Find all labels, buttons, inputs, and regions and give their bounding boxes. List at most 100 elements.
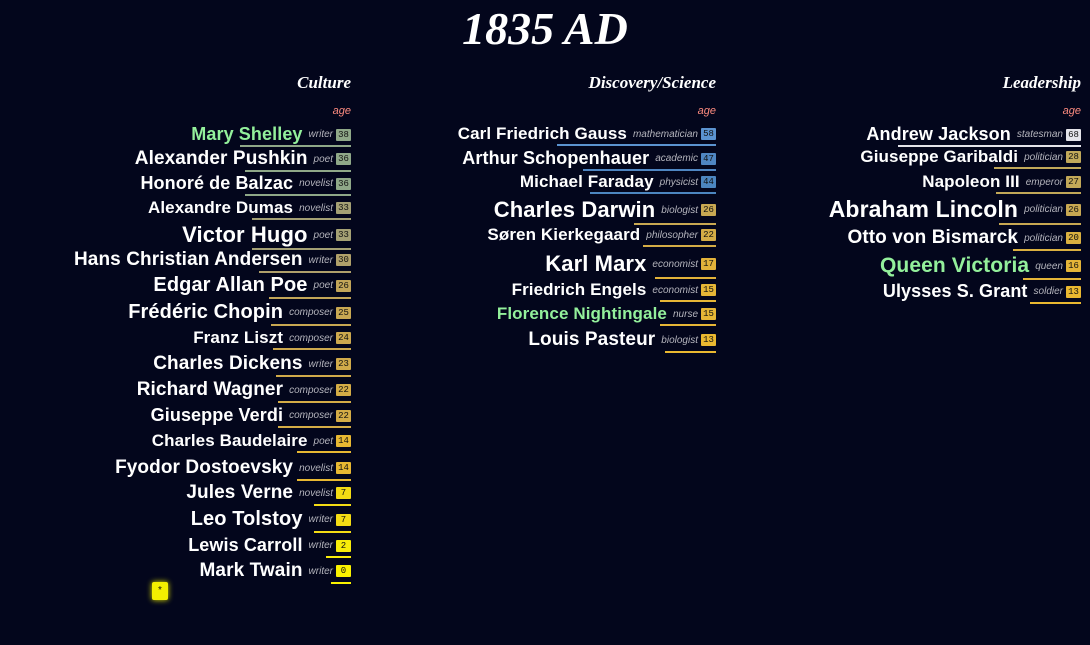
person-row: Honoré de Balzac novelist 36 bbox=[140, 173, 351, 196]
age-badge: 28 bbox=[1066, 151, 1081, 163]
age-bar bbox=[998, 223, 1081, 225]
person-row: Mary Shelley writer 38 bbox=[191, 124, 351, 147]
person-role: poet bbox=[313, 280, 333, 291]
person-role: politician bbox=[1024, 204, 1063, 215]
person-name: Charles Dickens bbox=[153, 353, 303, 374]
age-badge: 24 bbox=[336, 332, 351, 344]
person-role: mathematician bbox=[632, 128, 698, 140]
age-bar bbox=[660, 300, 716, 302]
person-name: Edgar Allan Poe bbox=[153, 274, 308, 296]
person-row: Lewis Carroll writer 2 bbox=[188, 535, 351, 558]
person-role: writer bbox=[308, 540, 333, 551]
age-badge: 26 bbox=[1066, 203, 1081, 216]
age-bar bbox=[643, 245, 716, 247]
age-badge: 2 bbox=[336, 539, 351, 552]
age-badge: 13 bbox=[1066, 285, 1081, 298]
person-row: Fyodor Dostoevsky novelist 14 bbox=[115, 457, 351, 481]
person-row: Charles Baudelaire poet 14 bbox=[152, 431, 351, 453]
person-role: composer bbox=[289, 410, 333, 421]
person-row: Queen Victoria queen 16 bbox=[880, 254, 1081, 280]
person-name: Hans Christian Andersen bbox=[73, 249, 303, 270]
person-role: novelist bbox=[299, 178, 333, 189]
person-row: Richard Wagner composer 22 bbox=[137, 379, 351, 403]
person-row: Alexandre Dumas novelist 33 bbox=[148, 198, 351, 220]
person-name: Florence Nightingale bbox=[496, 304, 667, 323]
person-row: Carl Friedrich Gauss mathematician 58 bbox=[457, 124, 716, 146]
person-name: Fyodor Dostoevsky bbox=[115, 457, 294, 478]
new-person-marker: * bbox=[152, 582, 168, 600]
age-bar bbox=[1013, 249, 1081, 251]
column-title: Discovery/Science bbox=[588, 73, 716, 92]
person-row: Hans Christian Andersen writer 30 bbox=[73, 249, 351, 273]
person-name: Karl Marx bbox=[545, 251, 647, 276]
person-row: Alexander Pushkin poet 36 bbox=[134, 148, 351, 172]
person-role: politician bbox=[1024, 232, 1063, 244]
person-name: Napoleon III bbox=[922, 172, 1020, 191]
person-role: poet bbox=[313, 229, 333, 241]
age-badge: 25 bbox=[336, 306, 351, 319]
age-badge: 44 bbox=[701, 176, 716, 188]
age-badge: 14 bbox=[336, 435, 351, 447]
age-bar bbox=[314, 531, 351, 533]
age-badge: 15 bbox=[701, 284, 716, 296]
age-badge: 13 bbox=[701, 334, 716, 346]
age-bar bbox=[244, 170, 351, 172]
column-title: Leadership bbox=[1002, 73, 1081, 92]
person-row: Giuseppe Verdi composer 22 bbox=[150, 405, 351, 428]
person-role: academic bbox=[655, 153, 698, 164]
person-role: emperor bbox=[1025, 176, 1063, 188]
person-name: Andrew Jackson bbox=[866, 124, 1011, 144]
age-badge: 7 bbox=[336, 487, 351, 499]
age-badge: 26 bbox=[701, 204, 716, 216]
person-role: politician bbox=[1024, 151, 1063, 163]
age-badge: 22 bbox=[336, 384, 351, 396]
person-name: Michael Faraday bbox=[519, 172, 654, 191]
age-badge: 22 bbox=[336, 409, 351, 422]
age-badge: 33 bbox=[336, 202, 351, 214]
person-role: queen bbox=[1035, 260, 1063, 272]
person-name: Jules Verne bbox=[186, 482, 294, 503]
person-name: Alexander Pushkin bbox=[134, 148, 308, 169]
age-badge: 16 bbox=[1066, 260, 1081, 272]
age-header: age bbox=[1062, 105, 1081, 117]
person-role: statesman bbox=[1016, 129, 1063, 140]
age-bar bbox=[251, 218, 351, 220]
age-badge: 38 bbox=[336, 128, 351, 141]
age-badge: 58 bbox=[701, 128, 716, 140]
column-leadership: Leadership age Andrew Jackson statesman 68… bbox=[780, 72, 1081, 304]
person-name: Giuseppe Verdi bbox=[150, 405, 284, 425]
age-bar bbox=[331, 582, 351, 584]
person-name: Giuseppe Garibaldi bbox=[860, 147, 1019, 166]
person-row: Otto von Bismarck politician 20 bbox=[847, 227, 1081, 251]
person-name: Otto von Bismarck bbox=[847, 227, 1019, 248]
person-role: soldier bbox=[1033, 286, 1063, 297]
person-name: Carl Friedrich Gauss bbox=[457, 124, 627, 143]
person-role: economist bbox=[652, 284, 698, 296]
person-row: Mark Twain writer 0 bbox=[199, 560, 351, 584]
person-role: nurse bbox=[672, 308, 698, 320]
person-role: physicist bbox=[659, 176, 698, 188]
person-role: writer bbox=[308, 358, 333, 370]
person-role: economist bbox=[652, 258, 698, 270]
person-name: Franz Liszt bbox=[193, 328, 284, 347]
person-role: philosopher bbox=[646, 229, 698, 241]
person-role: poet bbox=[313, 153, 333, 165]
age-bar bbox=[996, 192, 1081, 194]
age-bar bbox=[660, 324, 716, 326]
person-name: Søren Kierkegaard bbox=[487, 225, 641, 244]
person-role: writer bbox=[308, 129, 333, 140]
age-badge: 33 bbox=[336, 229, 351, 241]
person-name: Abraham Lincoln bbox=[828, 196, 1019, 222]
age-bar bbox=[244, 194, 351, 196]
person-name: Arthur Schopenhauer bbox=[462, 148, 650, 168]
age-bar bbox=[897, 145, 1081, 147]
age-bar bbox=[583, 169, 716, 171]
age-badge: 20 bbox=[1066, 232, 1081, 244]
age-badge: 36 bbox=[336, 153, 351, 165]
year-title: 1835 AD bbox=[462, 3, 628, 54]
person-row: Søren Kierkegaard philosopher 22 bbox=[487, 225, 716, 247]
person-name: Honoré de Balzac bbox=[140, 173, 294, 193]
age-bar bbox=[556, 144, 716, 146]
age-bar bbox=[1022, 278, 1081, 280]
